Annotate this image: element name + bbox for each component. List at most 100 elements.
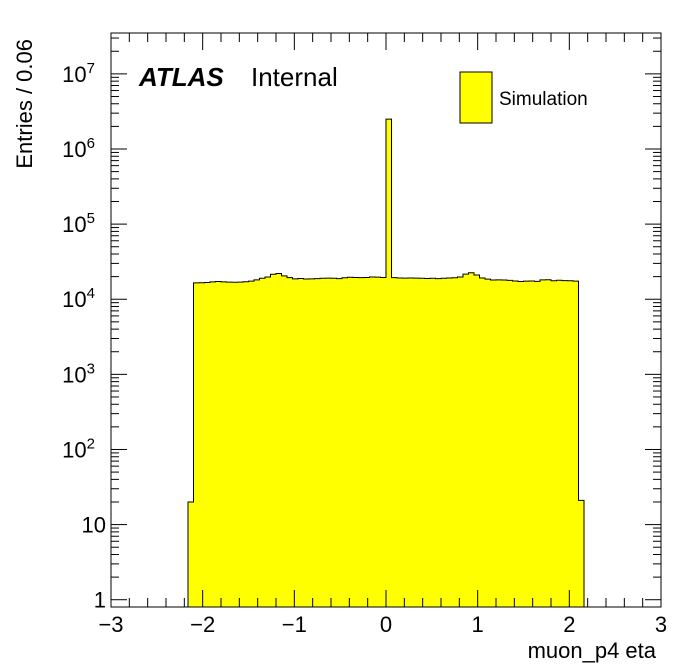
histogram-bin bbox=[402, 278, 409, 607]
y-tick-label: 10 bbox=[82, 513, 106, 538]
histogram-bin bbox=[567, 280, 574, 607]
x-tick-label: 1 bbox=[472, 612, 484, 637]
atlas-label: ATLAS bbox=[138, 62, 224, 92]
x-axis-title: muon_p4 eta bbox=[528, 638, 657, 663]
histogram-bin bbox=[391, 277, 398, 607]
y-tick-label: 104 bbox=[62, 285, 95, 312]
histogram-bin bbox=[347, 277, 354, 607]
tick-marks bbox=[110, 33, 662, 607]
histogram-bin bbox=[265, 276, 272, 607]
histogram-bin bbox=[419, 278, 426, 607]
legend-swatch-simulation bbox=[459, 71, 493, 124]
histogram-bin bbox=[199, 282, 206, 607]
histogram-bin bbox=[578, 500, 585, 607]
histogram-bin bbox=[430, 278, 437, 607]
histogram-bin bbox=[232, 282, 239, 607]
x-tick-labels: −3 −2 −1 0 1 2 3 bbox=[98, 612, 667, 637]
histogram-bin bbox=[298, 278, 305, 607]
y-tick-label: 105 bbox=[62, 210, 95, 237]
histogram-bin bbox=[281, 275, 288, 607]
histogram-bin bbox=[221, 281, 228, 607]
y-tick-label: 103 bbox=[62, 360, 95, 387]
histogram-bin bbox=[490, 280, 497, 607]
histogram-bin bbox=[457, 276, 464, 607]
x-tick-label: −2 bbox=[190, 612, 215, 637]
legend: Simulation bbox=[459, 71, 588, 124]
histogram-bin bbox=[551, 280, 558, 607]
histogram-bin bbox=[573, 281, 580, 607]
histogram-bin bbox=[309, 278, 316, 607]
histogram-bin bbox=[496, 279, 503, 607]
legend-label-simulation: Simulation bbox=[499, 89, 588, 110]
histogram-bin bbox=[413, 278, 420, 607]
x-tick-label: −3 bbox=[98, 612, 123, 637]
histogram-bin bbox=[556, 280, 563, 607]
y-tick-label: 102 bbox=[62, 435, 95, 462]
histogram-bin bbox=[364, 277, 371, 607]
histogram-layer bbox=[187, 118, 585, 607]
histogram-bin bbox=[336, 278, 343, 607]
histogram-bin bbox=[518, 281, 525, 607]
histogram-bin bbox=[331, 278, 338, 607]
x-tick-label: 2 bbox=[563, 612, 575, 637]
y-axis-title: Entries / 0.06 bbox=[12, 39, 37, 169]
histogram-bin bbox=[204, 282, 211, 607]
histogram-bin bbox=[452, 277, 459, 607]
histogram-bin bbox=[474, 275, 481, 607]
histogram-bin bbox=[358, 277, 365, 607]
histogram-bin bbox=[276, 273, 283, 607]
histogram-bin bbox=[408, 277, 415, 607]
x-tick-label: −1 bbox=[282, 612, 307, 637]
histogram-bin bbox=[529, 280, 536, 607]
histogram-bin bbox=[320, 278, 327, 607]
histogram-bin bbox=[270, 274, 277, 607]
histogram-bin bbox=[226, 282, 233, 607]
histogram-bin bbox=[237, 282, 244, 607]
histogram-bin bbox=[254, 279, 261, 607]
histogram-bin bbox=[188, 501, 195, 607]
histogram-bin bbox=[523, 281, 530, 607]
histogram-bin bbox=[501, 280, 508, 607]
histogram-bin bbox=[215, 281, 222, 607]
histogram-outline bbox=[187, 118, 585, 607]
x-tick-label: 0 bbox=[380, 612, 392, 637]
histogram-bin bbox=[468, 272, 475, 607]
histogram-bin bbox=[424, 278, 431, 607]
y-tick-label: 107 bbox=[62, 60, 95, 87]
histogram-bin bbox=[314, 278, 321, 607]
histogram-bin bbox=[353, 277, 360, 607]
histogram-bin bbox=[545, 279, 552, 607]
histogram-bin bbox=[287, 277, 294, 607]
atlas-status-label: Internal bbox=[251, 62, 338, 92]
histogram-bin bbox=[435, 278, 442, 607]
histogram-bin bbox=[479, 277, 486, 607]
histogram-bin bbox=[446, 277, 453, 607]
histogram-bin bbox=[259, 278, 266, 607]
y-tick-label: 1 bbox=[94, 588, 106, 613]
histogram-bin bbox=[303, 278, 310, 607]
x-tick-label: 3 bbox=[655, 612, 667, 637]
histogram-bin bbox=[325, 278, 332, 607]
histogram-bin bbox=[210, 281, 217, 607]
histogram-bin bbox=[397, 277, 404, 607]
histogram-bin bbox=[243, 281, 250, 607]
histogram-bin bbox=[562, 280, 569, 607]
histogram-bin bbox=[507, 280, 514, 607]
histogram-bin bbox=[375, 277, 382, 607]
y-tick-labels: 1 10 102 103 104 105 106 107 bbox=[62, 60, 106, 613]
histogram-bin bbox=[485, 279, 492, 607]
histogram-bin bbox=[512, 280, 519, 607]
histogram-bin bbox=[193, 282, 200, 607]
histogram-bin bbox=[463, 274, 470, 607]
histogram-bin bbox=[369, 276, 376, 607]
histogram-bin bbox=[292, 278, 299, 607]
y-tick-label: 106 bbox=[62, 135, 95, 162]
histogram-bin bbox=[441, 278, 448, 607]
histogram-bin bbox=[342, 277, 349, 607]
histogram-bin bbox=[386, 119, 393, 607]
histogram-bin bbox=[380, 277, 387, 607]
histogram-bin bbox=[534, 281, 541, 607]
histogram-bin bbox=[248, 281, 255, 607]
histogram-bin bbox=[540, 279, 547, 607]
